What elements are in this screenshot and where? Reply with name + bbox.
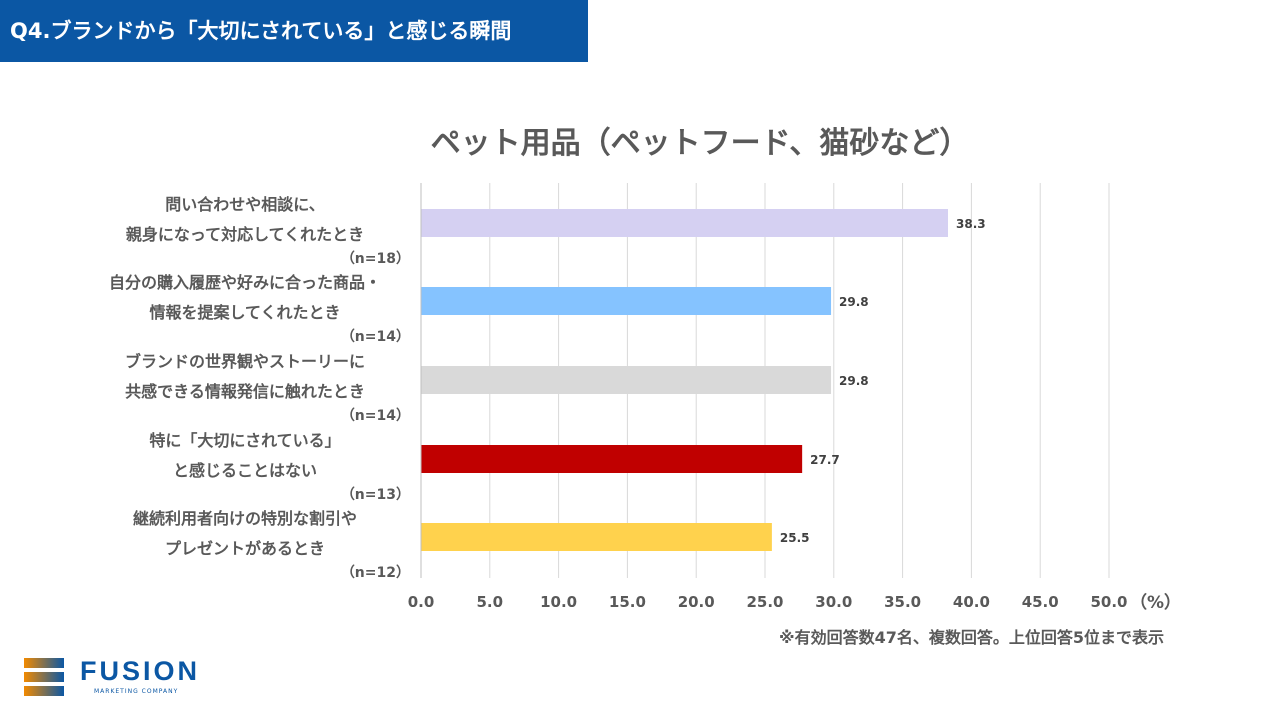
category-line: 特に「大切にされている」: [149, 431, 341, 450]
data-label: 29.8: [839, 374, 869, 388]
bar: [421, 523, 772, 551]
x-tick-label: 20.0: [678, 593, 715, 611]
x-tick-label: 10.0: [540, 593, 577, 611]
x-tick-label: 15.0: [609, 593, 646, 611]
category-line: 共感できる情報発信に触れたとき: [125, 382, 365, 401]
category-line: 親身になって対応してくれたとき: [125, 225, 365, 244]
category-line: 継続利用者向けの特別な割引や: [132, 509, 357, 528]
category-line: と感じることはない: [172, 461, 317, 480]
category-label: 特に「大切にされている」 と感じることはない （n=13）: [80, 426, 410, 504]
x-tick-label: 25.0: [746, 593, 783, 611]
sample-size: （n=14）: [340, 329, 410, 345]
x-tick-label: 45.0: [1022, 593, 1059, 611]
x-tick-label: 5.0: [477, 593, 504, 611]
data-label: 25.5: [780, 531, 810, 545]
x-tick-label: 40.0: [953, 593, 990, 611]
chart-title: ペット用品（ペットフード、猫砂など）: [430, 126, 970, 161]
sample-size: （n=13）: [340, 487, 410, 503]
category-line: 情報を提案してくれたとき: [149, 303, 341, 322]
logo-text: FUSION: [80, 656, 201, 686]
category-label: 自分の購入履歴や好みに合った商品・ 情報を提案してくれたとき （n=14）: [80, 268, 410, 346]
x-tick-label: 30.0: [815, 593, 852, 611]
bar: [421, 445, 803, 473]
page-header: Q4.ブランドから「大切にされている」と感じる瞬間: [0, 0, 588, 62]
sample-size: （n=14）: [340, 408, 410, 424]
data-label: 27.7: [810, 453, 840, 467]
data-label: 29.8: [839, 295, 869, 309]
sample-size: （n=12）: [340, 565, 410, 581]
x-unit: （%）: [1130, 593, 1182, 613]
x-tick-label: 0.0: [408, 593, 435, 611]
data-label: 38.3: [956, 217, 986, 231]
category-line: 問い合わせや相談に、: [165, 195, 325, 214]
bar: [421, 287, 832, 315]
bar: [421, 366, 832, 394]
category-label: ブランドの世界観やストーリーに 共感できる情報発信に触れたとき （n=14）: [80, 347, 410, 425]
category-label: 継続利用者向けの特別な割引や プレゼントがあるとき （n=12）: [80, 504, 410, 582]
footnote: ※有効回答数47名、複数回答。上位回答5位まで表示: [779, 628, 1164, 647]
sample-size: （n=18）: [340, 251, 410, 267]
logo-subtext: MARKETING COMPANY: [94, 688, 179, 695]
bar: [421, 209, 949, 237]
category-label: 問い合わせや相談に、親身になって対応してくれたとき （n=18）: [80, 190, 410, 268]
category-line: プレゼントがあるとき: [164, 539, 325, 558]
x-tick-label: 35.0: [884, 593, 921, 611]
category-line: ブランドの世界観やストーリーに: [124, 352, 365, 371]
fusion-logo: FUSION MARKETING COMPANY: [24, 656, 197, 700]
x-tick-label: 50.0: [1090, 593, 1127, 611]
category-line: 自分の購入履歴や好みに合った商品・: [108, 273, 381, 292]
